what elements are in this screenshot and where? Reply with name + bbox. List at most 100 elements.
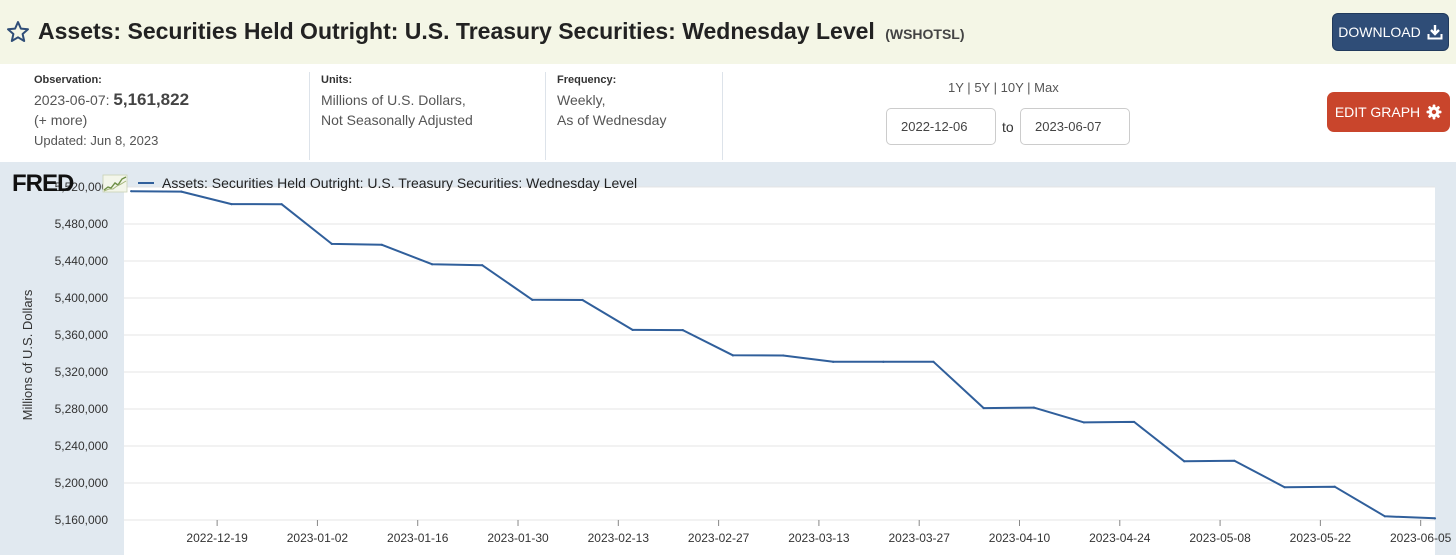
units-label: Units: [321, 74, 353, 86]
x-tick-label: 2023-01-30 [487, 531, 549, 545]
edit-graph-button[interactable]: EDIT GRAPH [1327, 92, 1450, 132]
data-point [1233, 459, 1236, 462]
observation-value: 5,161,822 [113, 90, 190, 109]
data-point [1283, 486, 1286, 489]
data-point [1333, 485, 1336, 488]
x-tick-label: 2023-01-16 [387, 531, 449, 545]
end-date-input[interactable]: 2023-06-07 [1020, 108, 1130, 145]
data-point [430, 263, 434, 266]
range-separator: | [967, 80, 971, 95]
data-point [982, 406, 985, 410]
x-tick-label: 2023-02-13 [588, 531, 650, 545]
meta-divider [722, 72, 723, 160]
data-point [280, 203, 283, 206]
observation-label: Observation: [34, 74, 102, 86]
series-meta-row: Observation: 2023-06-07: 5,161,822 (+ mo… [0, 64, 1456, 162]
download-button[interactable]: DOWNLOAD [1332, 13, 1449, 51]
data-point [932, 360, 935, 363]
y-tick-label: 5,520,000 [55, 180, 109, 194]
start-date-input[interactable]: 2022-12-06 [886, 108, 996, 145]
plot-background [124, 187, 1435, 555]
y-tick-label: 5,240,000 [55, 439, 109, 453]
range-5y-link[interactable]: 5Y [974, 80, 990, 95]
chart-legend: Assets: Securities Held Outright: U.S. T… [138, 175, 637, 191]
y-axis-ticks: 5,160,000 5,200,000 5,240,000 5,280,000 5,32… [55, 180, 109, 527]
y-axis-label: Millions of U.S. Dollars [20, 289, 35, 420]
data-point [882, 360, 885, 363]
range-links: 1Y | 5Y | 10Y | Max [948, 80, 1059, 95]
title-bar: Assets: Securities Held Outright: U.S. T… [0, 0, 1456, 64]
x-axis-ticks: 2022-12-19 2023-01-02 2023-01-16 2023-01-30… [186, 520, 1452, 545]
observation-block: Observation: 2023-06-07: 5,161,822 (+ mo… [34, 72, 304, 160]
data-point [1133, 420, 1136, 424]
data-point [180, 190, 183, 193]
frequency-block: Frequency: Weekly, As of Wednesday [557, 72, 717, 160]
data-point [1032, 406, 1035, 409]
more-observations-link[interactable]: (+ more) [34, 112, 88, 128]
data-point [380, 243, 384, 246]
gridlines [124, 186, 1435, 521]
frequency-line-2: As of Wednesday [557, 112, 667, 128]
line-chart: 5,160,000 5,200,000 5,240,000 5,280,000 5,32… [20, 180, 1452, 555]
data-point [731, 354, 735, 357]
y-tick-label: 5,480,000 [55, 217, 109, 231]
x-tick-label: 2023-06-05 [1390, 531, 1452, 545]
y-tick-label: 5,280,000 [55, 402, 109, 416]
y-tick-label: 5,400,000 [55, 291, 109, 305]
range-separator: | [993, 80, 997, 95]
star-outline-icon[interactable] [6, 20, 30, 44]
data-point [631, 328, 634, 332]
download-button-label: DOWNLOAD [1338, 24, 1421, 40]
fred-logo: FRED [12, 170, 74, 197]
x-tick-label: 2023-02-27 [688, 531, 750, 545]
data-point [1433, 517, 1437, 520]
series-title-text: Assets: Securities Held Outright: U.S. T… [38, 18, 875, 44]
units-line-2: Not Seasonally Adjusted [321, 112, 473, 128]
y-tick-label: 5,160,000 [55, 513, 109, 527]
x-tick-label: 2022-12-19 [186, 531, 248, 545]
frequency-line-1: Weekly, [557, 92, 606, 108]
range-1y-link[interactable]: 1Y [948, 80, 964, 95]
data-point [1183, 460, 1186, 463]
data-point [481, 264, 484, 267]
series-lines [130, 190, 1437, 520]
frequency-label: Frequency: [557, 74, 617, 86]
data-point [130, 190, 133, 193]
meta-divider [545, 72, 546, 160]
x-tick-label: 2023-03-27 [889, 531, 951, 545]
legend-swatch [138, 182, 154, 184]
x-tick-label: 2023-04-10 [989, 531, 1051, 545]
meta-divider [309, 72, 310, 160]
units-block: Units: Millions of U.S. Dollars, Not Sea… [321, 72, 541, 160]
data-point [681, 328, 684, 332]
data-point [581, 298, 584, 302]
edit-graph-label: EDIT GRAPH [1334, 104, 1421, 120]
x-tick-label: 2023-03-13 [788, 531, 850, 545]
chart-area: 5,160,000 5,200,000 5,240,000 5,280,000 5,32… [0, 162, 1456, 555]
data-point [1082, 421, 1086, 424]
observation-date: 2023-06-07: [34, 92, 110, 108]
units-line-1: Millions of U.S. Dollars, [321, 92, 466, 108]
data-point [330, 242, 333, 245]
y-tick-label: 5,200,000 [55, 476, 109, 490]
to-label: to [1002, 119, 1014, 135]
data-point [230, 203, 233, 206]
legend-label: Assets: Securities Held Outright: U.S. T… [162, 175, 638, 191]
range-10y-link[interactable]: 10Y [1000, 80, 1024, 95]
series-id: (WSHOTSL) [885, 26, 965, 42]
gear-icon [1426, 104, 1442, 120]
y-tick-label: 5,360,000 [55, 328, 109, 342]
y-tick-label: 5,320,000 [55, 365, 109, 379]
observation-line: 2023-06-07: 5,161,822 [34, 90, 304, 110]
data-point [781, 354, 785, 357]
data-point [1383, 515, 1386, 518]
sparkline-icon [102, 174, 128, 193]
x-tick-label: 2023-05-08 [1189, 531, 1251, 545]
range-separator: | [1027, 80, 1031, 95]
data-point [832, 360, 835, 363]
range-max-link[interactable]: Max [1034, 80, 1059, 95]
x-tick-label: 2023-01-02 [287, 531, 349, 545]
x-tick-label: 2023-05-22 [1290, 531, 1352, 545]
page-title: Assets: Securities Held Outright: U.S. T… [38, 18, 965, 45]
